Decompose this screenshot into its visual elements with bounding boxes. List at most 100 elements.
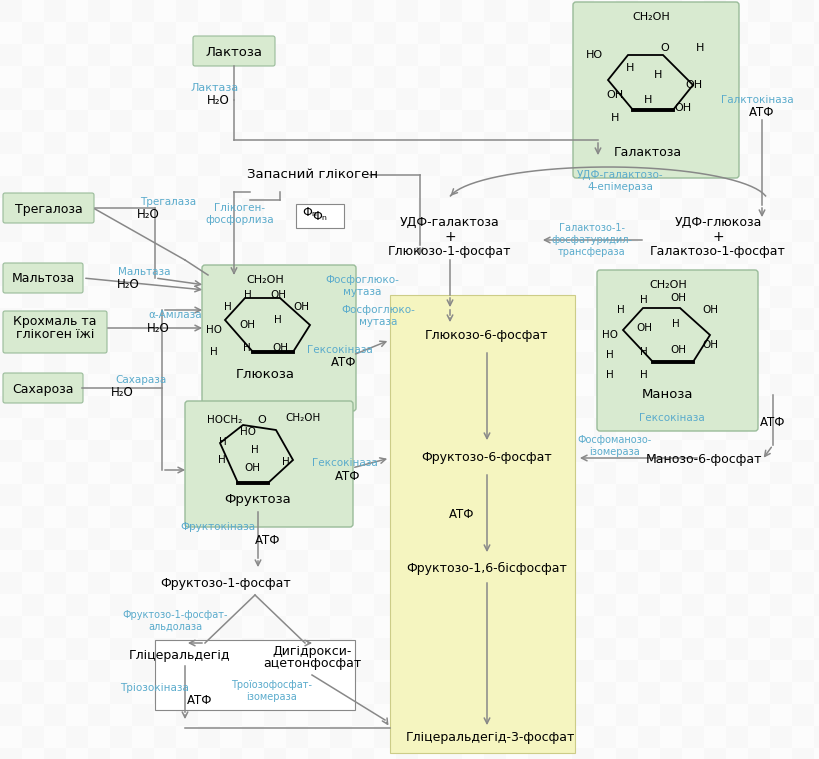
Bar <box>0 550 22 572</box>
Bar <box>725 660 747 682</box>
Text: H: H <box>640 370 647 380</box>
Bar <box>813 418 819 440</box>
Text: Фруктозо-1-фосфат-: Фруктозо-1-фосфат- <box>122 610 228 620</box>
Bar <box>527 176 550 198</box>
Bar <box>461 726 483 748</box>
Bar <box>505 110 527 132</box>
Bar <box>219 462 242 484</box>
Bar <box>308 220 329 242</box>
Bar <box>329 242 351 264</box>
Bar <box>593 462 615 484</box>
Bar <box>440 330 461 352</box>
Bar <box>813 484 819 506</box>
Bar <box>725 66 747 88</box>
Text: Галактоза: Галактоза <box>613 146 681 159</box>
Bar <box>329 176 351 198</box>
Text: H: H <box>224 302 232 312</box>
Bar <box>154 176 176 198</box>
Bar <box>483 308 505 330</box>
Bar <box>747 682 769 704</box>
Bar <box>593 572 615 594</box>
Bar <box>550 110 572 132</box>
Bar <box>418 66 440 88</box>
Bar <box>615 330 637 352</box>
Bar <box>747 308 769 330</box>
Bar <box>483 418 505 440</box>
Bar <box>197 594 219 616</box>
Bar <box>88 704 110 726</box>
Bar <box>351 22 373 44</box>
Bar <box>0 748 22 759</box>
Bar <box>110 154 132 176</box>
Bar <box>308 616 329 638</box>
Bar <box>659 154 681 176</box>
Bar <box>681 418 704 440</box>
Bar <box>22 418 44 440</box>
Text: УДФ-галактоза: УДФ-галактоза <box>400 216 500 228</box>
Text: ізомераза: ізомераза <box>247 692 297 702</box>
Bar <box>329 88 351 110</box>
Bar <box>396 616 418 638</box>
Bar <box>0 638 22 660</box>
Bar <box>659 88 681 110</box>
Bar <box>550 176 572 198</box>
Bar <box>637 352 659 374</box>
Bar <box>418 484 440 506</box>
Bar <box>396 22 418 44</box>
Bar <box>659 44 681 66</box>
Bar <box>483 198 505 220</box>
Bar <box>593 286 615 308</box>
Text: +: + <box>712 230 723 244</box>
Bar <box>66 198 88 220</box>
Bar <box>66 286 88 308</box>
Text: АТФ: АТФ <box>749 106 774 118</box>
Bar <box>704 44 725 66</box>
Bar <box>329 572 351 594</box>
Bar <box>329 528 351 550</box>
Bar <box>110 308 132 330</box>
Bar <box>242 462 264 484</box>
Bar <box>132 330 154 352</box>
Bar <box>110 22 132 44</box>
Bar <box>813 66 819 88</box>
Bar <box>527 506 550 528</box>
Bar <box>219 748 242 759</box>
Bar <box>154 660 176 682</box>
Bar <box>286 506 308 528</box>
Bar <box>110 352 132 374</box>
Bar <box>527 440 550 462</box>
Bar <box>329 550 351 572</box>
Bar <box>264 220 286 242</box>
Bar <box>681 682 704 704</box>
Bar <box>22 198 44 220</box>
Bar <box>527 264 550 286</box>
Bar <box>615 352 637 374</box>
Bar <box>659 462 681 484</box>
Bar <box>704 154 725 176</box>
Bar <box>681 396 704 418</box>
Bar <box>44 418 66 440</box>
Bar <box>550 396 572 418</box>
Bar <box>747 484 769 506</box>
Bar <box>483 396 505 418</box>
Bar <box>66 704 88 726</box>
Text: HO: HO <box>601 330 618 340</box>
Bar <box>44 660 66 682</box>
Bar <box>791 594 813 616</box>
Bar <box>461 660 483 682</box>
Bar <box>440 682 461 704</box>
Bar <box>242 726 264 748</box>
Bar <box>615 374 637 396</box>
Bar <box>286 264 308 286</box>
Bar <box>0 352 22 374</box>
Bar <box>88 528 110 550</box>
Bar <box>308 638 329 660</box>
Bar <box>659 550 681 572</box>
Bar <box>110 264 132 286</box>
Bar <box>461 220 483 242</box>
Bar <box>704 110 725 132</box>
Text: OH: OH <box>685 80 702 90</box>
Bar <box>373 682 396 704</box>
Bar <box>418 462 440 484</box>
Bar <box>176 308 197 330</box>
